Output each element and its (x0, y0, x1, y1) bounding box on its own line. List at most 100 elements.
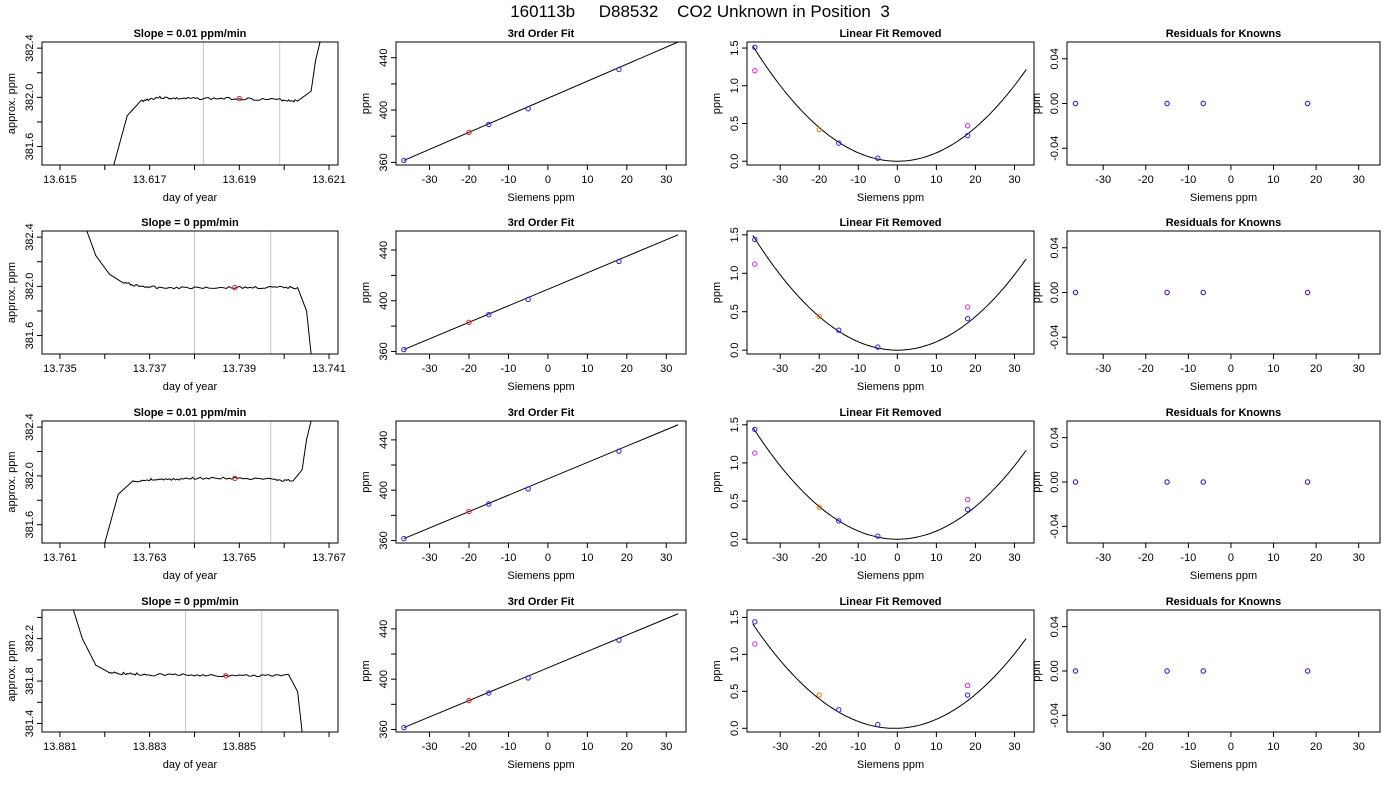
standard-point (875, 344, 881, 350)
fit-line (403, 613, 679, 729)
axis-box (41, 41, 339, 166)
x-tick-label: -30 (1095, 741, 1111, 753)
standard-point (752, 426, 758, 433)
x-tick-label: -20 (461, 741, 477, 753)
standard-point (525, 106, 531, 112)
standard-point (401, 724, 407, 731)
plot-area (1072, 668, 1311, 674)
standard-point (616, 448, 622, 454)
magenta-point (964, 304, 971, 310)
y-axis-label: ppm (1031, 471, 1043, 492)
y-tick-label: 382.4 (24, 34, 36, 62)
x-tick-label: 30 (1008, 363, 1020, 375)
panel-r4-c3: Linear Fit Removed -30 -20 -10 0 10 20 30 0.0 0.5… (711, 596, 1035, 771)
x-tick-label: -10 (1180, 552, 1196, 564)
standard-point (486, 311, 492, 318)
x-tick-label: 30 (1353, 174, 1365, 186)
x-tick-label: 10 (1267, 174, 1279, 186)
x-tick-label: -30 (422, 174, 438, 186)
y-tick-label: 440 (378, 431, 390, 449)
standard-point (486, 121, 492, 128)
x-tick-label: 20 (1310, 741, 1322, 753)
y-axis-label: ppm (1031, 660, 1043, 681)
plot-area (752, 235, 1027, 351)
y-tick-label: 0.0 (729, 343, 741, 358)
x-axis-label: day of year (163, 759, 218, 771)
residual-curve (752, 623, 1027, 729)
axis-box (746, 420, 1035, 544)
x-tick-label: -20 (1138, 741, 1154, 753)
standard-point (1072, 479, 1079, 485)
x-tick-label: 13.741 (312, 363, 346, 375)
magenta-point (964, 682, 971, 689)
standard-point (964, 315, 971, 322)
y-tick-label: 360 (378, 720, 390, 738)
axis-box (1066, 41, 1381, 166)
y-tick-label: 1.0 (729, 647, 741, 662)
x-tick-label: 10 (930, 552, 942, 564)
y-tick-label: 0.0 (729, 154, 741, 169)
panel-r2-c1: Slope = 0 ppm/min 13.735 13.737 13.739 13.74… (6, 217, 346, 393)
x-tick-label: 30 (660, 174, 672, 186)
x-tick-label: 13.735 (43, 363, 77, 375)
x-tick-label: 13.767 (312, 552, 346, 564)
x-tick-label: 0 (1228, 552, 1234, 564)
x-tick-label: 0 (1228, 741, 1234, 753)
x-tick-label: 10 (1267, 741, 1279, 753)
standard-point (616, 66, 622, 73)
panel-title: 3rd Order Fit (508, 596, 575, 608)
x-tick-label: 30 (660, 741, 672, 753)
standard-point (1200, 668, 1206, 674)
axis-box (746, 609, 1035, 733)
y-tick-label: 0.04 (1049, 237, 1061, 258)
x-tick-label: 13.617 (133, 174, 167, 186)
y-tick-label: 400 (378, 101, 390, 119)
y-tick-label: 1.5 (729, 610, 741, 625)
standard-point (1164, 668, 1170, 674)
panel-r2-c4: Residuals for Knowns -30 -20 -10 0 10 20 30 -0.0… (1031, 217, 1381, 393)
plot-area (401, 234, 679, 353)
concentration-trace (113, 42, 321, 165)
x-tick-label: 13.885 (223, 741, 257, 753)
standard-point (875, 721, 881, 728)
panel-title: 3rd Order Fit (508, 28, 575, 40)
axis-box (395, 41, 687, 166)
x-tick-label: -20 (461, 174, 477, 186)
residual-curve (752, 235, 1027, 351)
panel-r3-c2: 3rd Order Fit -30 -20 -10 0 10 20 30 360 400 440 Si… (360, 407, 687, 582)
y-tick-label: 0.04 (1049, 616, 1061, 637)
axis-box (1066, 609, 1381, 733)
x-axis-label: Siemens ppm (507, 381, 574, 393)
x-tick-label: -30 (772, 174, 788, 186)
magenta-point (964, 496, 971, 503)
panel-r1-c3: Linear Fit Removed -30 -20 -10 0 10 20 30 0.0 0.5… (711, 28, 1035, 204)
panel-title: Linear Fit Removed (839, 28, 941, 40)
x-tick-label: 0 (894, 552, 900, 564)
panel-title: Linear Fit Removed (839, 596, 941, 608)
x-tick-label: 20 (1310, 363, 1322, 375)
x-tick-label: -30 (1095, 552, 1111, 564)
x-tick-label: 13.621 (312, 174, 346, 186)
x-tick-label: -30 (772, 741, 788, 753)
x-tick-label: -20 (1138, 174, 1154, 186)
standard-point (525, 296, 531, 303)
x-tick-label: 20 (969, 174, 981, 186)
x-tick-label: -30 (422, 552, 438, 564)
fit-line (403, 234, 679, 351)
y-axis-label: approx. ppm (6, 640, 18, 701)
x-tick-label: 30 (1008, 741, 1020, 753)
y-tick-label: 0.00 (1049, 471, 1061, 492)
x-tick-label: 20 (969, 363, 981, 375)
x-tick-label: -20 (811, 174, 827, 186)
standard-point (1164, 289, 1170, 296)
concentration-trace (86, 231, 312, 354)
x-tick-label: -20 (811, 552, 827, 564)
y-axis-label: ppm (711, 471, 723, 492)
y-tick-label: 1.0 (729, 78, 741, 93)
x-tick-label: 10 (1267, 363, 1279, 375)
standard-point (836, 707, 842, 713)
standard-point (616, 637, 622, 643)
panel-title: 3rd Order Fit (508, 217, 575, 229)
y-tick-label: 1.0 (729, 455, 741, 470)
x-tick-label: -10 (850, 174, 866, 186)
